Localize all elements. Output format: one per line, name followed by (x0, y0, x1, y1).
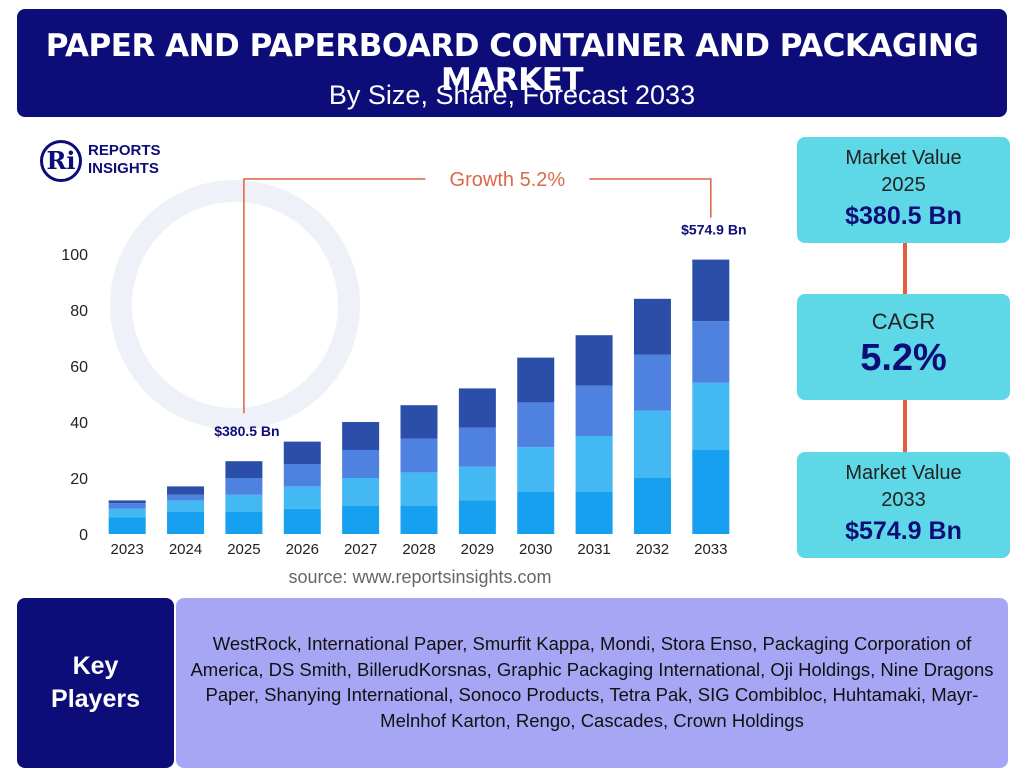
bar-segment (692, 259, 730, 322)
bar-segment (575, 385, 613, 436)
market-value-2025-label: Market Value 2025 (845, 147, 962, 196)
bar-segment (458, 500, 496, 534)
bar-segment (575, 492, 613, 534)
bar-segment (400, 405, 438, 439)
market-value-2033-card: Market Value 2033 $574.9 Bn (797, 452, 1010, 558)
watermark-logo (110, 180, 810, 440)
bar-segment (633, 478, 671, 534)
bar-segment (283, 441, 321, 464)
bar-segment (167, 494, 205, 501)
bar-segment (225, 494, 263, 512)
growth-bracket-line (589, 178, 712, 218)
bar-segment (167, 511, 205, 534)
bar-segment (517, 492, 555, 534)
x-tick-label: 2025 (227, 541, 260, 558)
bar-segment (225, 461, 263, 478)
key-players-heading: Key Players (17, 598, 174, 768)
x-tick-label: 2033 (694, 541, 727, 558)
bar-segment (633, 410, 671, 478)
source-note: source: www.reportsinsights.com (288, 567, 552, 587)
logo-line1: REPORTS (88, 142, 161, 159)
bar-segment (458, 388, 496, 428)
y-tick-label: 40 (70, 415, 88, 432)
data-label: $380.5 Bn (214, 423, 279, 439)
bar-segment (575, 335, 613, 386)
key-players-label-1: Key (72, 652, 119, 680)
bar-segment (108, 517, 146, 534)
y-tick-label: 20 (70, 471, 88, 488)
connector-line (903, 400, 907, 452)
bar-segment (400, 506, 438, 534)
cagr-card: CAGR 5.2% (797, 294, 1010, 400)
connector-line (903, 243, 907, 294)
x-tick-label: 2029 (461, 541, 494, 558)
bar-segment (400, 438, 438, 473)
growth-bracket-line (243, 178, 426, 414)
bar-segment (517, 402, 555, 448)
bar-segment (458, 427, 496, 467)
page-title: PAPER AND PAPERBOARD CONTAINER AND PACKA… (45, 28, 979, 98)
bar-segment (692, 382, 730, 450)
bar-segment (575, 436, 613, 492)
x-tick-label: 2030 (519, 541, 552, 558)
market-value-2025: $380.5 Bn (845, 202, 962, 230)
value-annotations: $380.5 Bn $574.9 Bn (214, 222, 746, 440)
x-axis: 2023 2024 2025 2026 2027 2028 2029 2030 2031 2032… (110, 541, 727, 558)
bar-segment (167, 486, 205, 495)
growth-label: Growth 5.2% (450, 169, 566, 191)
market-value-2033: $574.9 Bn (845, 517, 962, 545)
y-tick-label: 100 (61, 247, 88, 264)
bar-segment (692, 321, 730, 383)
header-banner: PAPER AND PAPERBOARD CONTAINER AND PACKA… (17, 9, 1007, 117)
bar-segment (167, 500, 205, 512)
bar-segment (517, 447, 555, 492)
y-tick-label: 80 (70, 303, 88, 320)
bar-segment (283, 464, 321, 487)
y-tick-label: 60 (70, 359, 88, 376)
brand-logo: Ri REPORTS INSIGHTS (40, 140, 180, 184)
key-players-label-2: Players (51, 685, 140, 713)
bar-segment (342, 450, 380, 478)
logo-mark-icon: Ri (40, 140, 82, 182)
x-tick-label: 2028 (402, 541, 435, 558)
bar-segment (400, 472, 438, 506)
bar-series (108, 259, 730, 534)
x-tick-label: 2032 (636, 541, 669, 558)
bar-segment (342, 506, 380, 534)
bar-segment (633, 354, 671, 411)
x-tick-label: 2031 (577, 541, 610, 558)
bar-segment (225, 478, 263, 495)
bar-segment (108, 503, 146, 509)
growth-annotation: Growth 5.2% (243, 169, 712, 414)
key-players-list: WestRock, International Paper, Smurfit K… (176, 598, 1008, 768)
bar-segment (108, 500, 146, 504)
bar-segment (283, 508, 321, 534)
y-tick-label: 0 (79, 527, 88, 544)
bar-segment (342, 478, 380, 506)
cagr-value: 5.2% (860, 337, 947, 379)
bar-segment (458, 466, 496, 501)
bar-segment (342, 422, 380, 450)
logo-line2: INSIGHTS (88, 160, 159, 177)
page-subtitle: By Size, Share, Forecast 2033 (328, 80, 696, 110)
market-value-2025-card: Market Value 2025 $380.5 Bn (797, 137, 1010, 243)
x-tick-label: 2027 (344, 541, 377, 558)
bar-segment (108, 508, 146, 518)
cagr-label: CAGR (871, 309, 936, 334)
logo-text: REPORTS INSIGHTS (88, 142, 161, 178)
bar-segment (517, 357, 555, 403)
bar-segment (283, 486, 321, 509)
x-tick-label: 2023 (110, 541, 143, 558)
bar-segment (225, 511, 263, 534)
x-tick-label: 2026 (286, 541, 319, 558)
bar-segment (633, 298, 671, 355)
y-axis: 0 20 40 60 80 100 (61, 247, 88, 544)
bar-segment (692, 450, 730, 534)
data-label: $574.9 Bn (681, 222, 746, 238)
x-tick-label: 2024 (169, 541, 202, 558)
market-value-2033-label: Market Value 2033 (845, 462, 962, 511)
